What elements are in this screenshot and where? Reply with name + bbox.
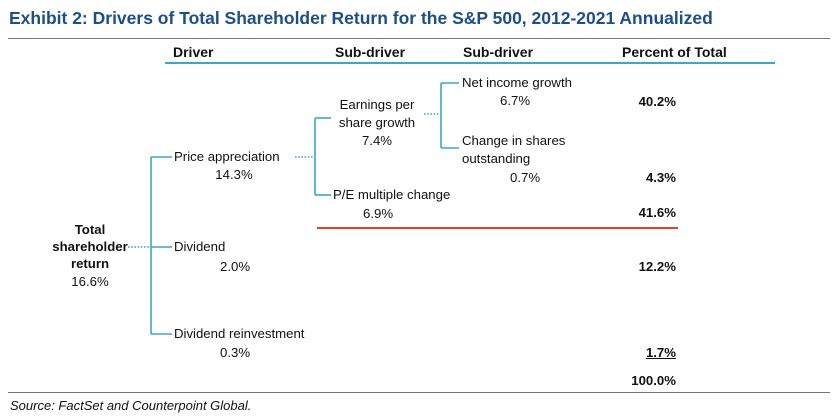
- percent-dividend-reinvestment-wrap: 1.7%: [596, 345, 676, 360]
- price-appreciation-subtotal-rule: [317, 227, 678, 229]
- sub2-shares-label-line1: Change in shares: [462, 133, 566, 148]
- sub2-shares-value: 0.7%: [510, 170, 541, 185]
- root-label-line1: Total: [74, 222, 106, 237]
- driver-dividend-reinvestment-label: Dividend reinvestment: [174, 326, 305, 341]
- sub2-net-income-label: Net income growth: [462, 75, 572, 90]
- sub1-pe-label: P/E multiple change: [333, 187, 451, 202]
- sub1-eps-value: 7.4%: [361, 133, 393, 148]
- root-label-line3: return: [70, 256, 110, 271]
- percent-net-income-growth: 40.2%: [638, 94, 676, 109]
- sub1-eps-label-line1: Earnings per: [339, 97, 415, 112]
- source-note: Source: FactSet and Counterpoint Global.: [10, 398, 252, 413]
- percent-dividend: 12.2%: [638, 259, 676, 274]
- percent-change-in-shares: 4.3%: [645, 170, 676, 185]
- top-rule: [8, 38, 830, 39]
- sub1-pe-value: 6.9%: [363, 206, 394, 221]
- driver-dividend-value: 2.0%: [220, 259, 251, 274]
- sub1-eps-label-line2: share growth: [338, 115, 416, 130]
- header-sub-driver-1: Sub-driver: [335, 44, 406, 60]
- driver-price-appreciation-value: 14.3%: [215, 167, 253, 182]
- percent-dividend-reinvestment: 1.7%: [645, 345, 676, 360]
- root-label-line2: shareholder: [52, 239, 128, 254]
- driver-dividend-label: Dividend: [174, 239, 226, 254]
- sub2-shares-label-line2: outstanding: [462, 151, 531, 166]
- root-value: 16.6%: [71, 274, 109, 289]
- driver-dividend-reinvestment-value: 0.3%: [220, 345, 251, 360]
- header-driver: Driver: [173, 44, 214, 60]
- sub2-net-income-value: 6.7%: [500, 93, 531, 108]
- bottom-rule: [8, 392, 830, 393]
- driver-price-appreciation-label: Price appreciation: [174, 149, 280, 164]
- percent-pe-multiple-change: 41.6%: [638, 205, 676, 220]
- header-underline: [165, 62, 775, 64]
- percent-total: 100.0%: [631, 373, 676, 388]
- header-percent-of-total: Percent of Total: [622, 44, 727, 60]
- exhibit-title: Exhibit 2: Drivers of Total Shareholder …: [9, 8, 713, 28]
- header-sub-driver-2: Sub-driver: [463, 44, 534, 60]
